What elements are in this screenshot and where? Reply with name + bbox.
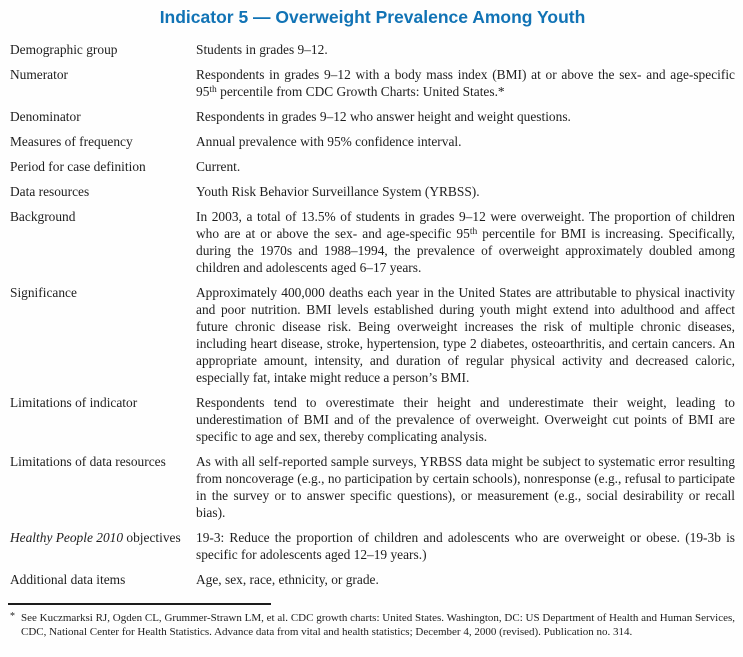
row-value: 19-3: Reduce the proportion of children …: [196, 530, 735, 562]
row-label: Limitations of data resources: [10, 454, 166, 469]
row-label: Data resources: [10, 184, 90, 199]
table-row-period-for-case-definition: Period for case definition Current.: [10, 158, 735, 175]
footnote-marker: *: [10, 611, 15, 622]
row-value: Age, sex, race, ethnicity, or grade.: [196, 572, 379, 587]
row-label-text: objectives: [123, 530, 181, 545]
ordinal-superscript: th: [209, 85, 217, 95]
row-value: Current.: [196, 159, 241, 174]
row-label-italic: Healthy People 2010: [10, 530, 124, 545]
indicator-definition-table: Demographic group Students in grades 9–1…: [10, 41, 735, 588]
row-label: Background: [10, 209, 76, 224]
row-label: Measures of frequency: [10, 134, 133, 149]
row-label: Period for case definition: [10, 159, 146, 174]
footnote-divider: [8, 603, 271, 605]
footnote: * See Kuczmarksi RJ, Ogden CL, Grummer-St…: [10, 610, 735, 639]
table-row-denominator: Denominator Respondents in grades 9–12 w…: [10, 108, 735, 125]
row-value-text: percentile for BMI is increasing. Specif…: [196, 226, 735, 275]
table-row-data-resources: Data resources Youth Risk Behavior Surve…: [10, 183, 735, 200]
ordinal-superscript: th: [469, 227, 478, 237]
row-label: Healthy People 2010 objectives: [10, 529, 196, 563]
row-value-text: percentile from CDC Growth Charts: Unite…: [216, 84, 505, 99]
row-value: Students in grades 9–12.: [196, 42, 328, 57]
row-label: Denominator: [10, 109, 81, 124]
row-label: Numerator: [10, 67, 69, 82]
row-label: Demographic group: [10, 42, 118, 57]
row-value: Respondents in grades 9–12 with a body m…: [196, 66, 735, 100]
row-value: Respondents tend to overestimate their h…: [196, 395, 735, 444]
row-label: Significance: [10, 285, 77, 300]
table-row-limitations-of-data-resources: Limitations of data resources As with al…: [10, 453, 735, 521]
page-title: Indicator 5 — Overweight Prevalence Amon…: [159, 7, 586, 27]
table-row-measures-of-frequency: Measures of frequency Annual prevalence …: [10, 133, 735, 150]
table-row-numerator: Numerator Respondents in grades 9–12 wit…: [10, 66, 735, 100]
table-row-healthy-people-2010-objectives: Healthy People 2010 objectives 19-3: Red…: [10, 529, 735, 563]
row-value-text: In 2003, a total of 13.5% of students in…: [196, 209, 735, 241]
table-row-limitations-of-indicator: Limitations of indicator Respondents ten…: [10, 394, 735, 445]
row-value: Annual prevalence with 95% confidence in…: [196, 134, 462, 149]
row-value: In 2003, a total of 13.5% of students in…: [196, 208, 735, 276]
footnote-text: See Kuczmarksi RJ, Ogden CL, Grummer-Str…: [21, 612, 735, 638]
row-value: Youth Risk Behavior Surveillance System …: [196, 184, 480, 199]
row-value-text: Respondents in grades 9–12 with a body m…: [196, 67, 735, 99]
row-value: Respondents in grades 9–12 who answer he…: [196, 109, 571, 124]
table-row-background: Background In 2003, a total of 13.5% of …: [10, 208, 735, 276]
row-label: Limitations of indicator: [10, 395, 138, 410]
row-label: Additional data items: [10, 572, 126, 587]
row-value: As with all self-reported sample surveys…: [196, 454, 735, 520]
table-row-significance: Significance Approximately 400,000 death…: [10, 284, 735, 386]
row-value: Approximately 400,000 deaths each year i…: [196, 285, 735, 385]
table-row-additional-data-items: Additional data items Age, sex, race, et…: [10, 571, 735, 588]
table-row-demographic-group: Demographic group Students in grades 9–1…: [10, 41, 735, 58]
